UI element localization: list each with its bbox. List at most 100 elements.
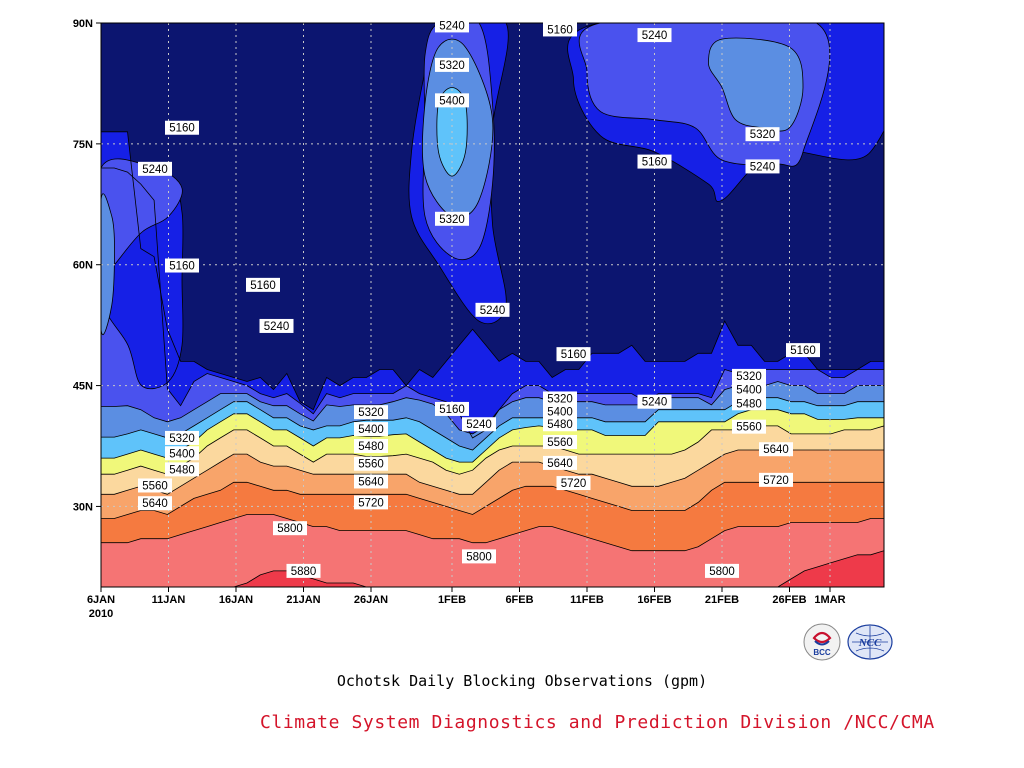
contour-label: 5240: [435, 18, 469, 33]
contour-label-bg: [435, 18, 469, 33]
contour-label-text: 5640: [547, 458, 573, 470]
contour-label: 5160: [556, 347, 591, 362]
contour-label-text: 5320: [358, 407, 384, 419]
y-tick-label: 75N: [73, 139, 93, 151]
contour-label-bg: [786, 343, 820, 358]
contour-label-text: 5800: [277, 523, 303, 535]
contour-label: 5480: [165, 462, 199, 477]
x-tick-label: 26FEB: [772, 594, 806, 606]
contour-label: 5480: [354, 439, 388, 453]
contour-label-bg: [732, 382, 766, 397]
contour-label: 5240: [745, 159, 780, 174]
contour-label-text: 5560: [736, 422, 762, 434]
band-fill-5880: [101, 550, 884, 587]
contour-label-text: 5560: [547, 437, 573, 449]
contour-label-bg: [556, 476, 591, 491]
contour-line-5640: [101, 449, 884, 495]
contour-line-5720: [101, 481, 884, 519]
contour-label-text: 5320: [736, 371, 762, 383]
contour-label-bg: [637, 394, 672, 409]
contour-label-bg: [273, 521, 307, 536]
bcc-logo-text: BCC: [813, 648, 831, 657]
contour-label-text: 5640: [142, 498, 168, 510]
contour-label: 5640: [138, 496, 172, 511]
x-tick-label: 16JAN: [219, 594, 253, 606]
contour-label: 5560: [354, 456, 388, 471]
contour-label: 5400: [165, 446, 199, 461]
contour-label-bg: [745, 127, 780, 142]
contour-line-5800: [101, 514, 884, 552]
contour-line-5160: [101, 131, 884, 411]
plot-frame: [100, 22, 885, 588]
contour-label-text: 5160: [547, 24, 573, 36]
contour-label: 5720: [354, 495, 388, 510]
contour-label-text: 5720: [561, 478, 587, 490]
contour-label-bg: [462, 417, 496, 432]
contour-label-bg: [138, 496, 172, 511]
contour-label-text: 5800: [709, 566, 735, 578]
contour-label: 5640: [354, 474, 388, 489]
contour-label-bg: [165, 430, 199, 445]
contour-label-bg: [435, 93, 469, 108]
contour-label: 5160: [543, 22, 577, 37]
contour-label-bg: [354, 439, 388, 453]
contour-label-text: 5320: [439, 60, 465, 72]
contour-label-text: 5640: [358, 476, 384, 488]
contour-label-bg: [435, 211, 469, 226]
contour-label: 5400: [354, 422, 388, 437]
contour-label-bg: [435, 401, 469, 416]
contour-label-text: 5480: [547, 419, 573, 431]
contour-label-text: 5320: [439, 214, 465, 226]
contour-label: 5400: [543, 404, 577, 419]
contour-label-text: 5480: [169, 464, 195, 476]
contour-label-text: 5160: [561, 349, 587, 361]
x-tick-label: 1FEB: [438, 594, 466, 606]
x-tick-label: 11JAN: [152, 594, 186, 606]
contour-label-text: 5720: [763, 475, 789, 487]
contour-labels: 5240 5160 5240 5320 5400 5160 5320 5160 5240 5240…: [138, 18, 820, 578]
contour-label: 5160: [637, 154, 672, 169]
x-tick-label: 1MAR: [814, 594, 845, 606]
contour-label: 5240: [259, 318, 294, 333]
contour-label-bg: [759, 472, 793, 487]
contour-label: 5320: [435, 211, 469, 226]
contour-label-text: 5240: [750, 161, 776, 173]
x-tick-label: 26JAN: [354, 594, 388, 606]
contour-label-bg: [138, 161, 172, 176]
contour-label: 5480: [543, 417, 577, 432]
contour-label: 5320: [745, 127, 780, 142]
contour-label-bg: [745, 159, 780, 174]
contour-label-bg: [637, 154, 672, 169]
contour-label-text: 5160: [439, 404, 465, 416]
contour-label: 5800: [462, 549, 496, 564]
contour-label: 5320: [435, 57, 469, 72]
contour-label: 5800: [705, 563, 739, 578]
contour-label: 5560: [543, 434, 577, 449]
x-tick-label: 6FEB: [505, 594, 533, 606]
contour-label-text: 5560: [142, 480, 168, 492]
contour-label-bg: [165, 120, 199, 135]
contour-label: 5240: [637, 28, 672, 43]
contour-label-bg: [543, 417, 577, 432]
x-tick-label: 21JAN: [286, 594, 320, 606]
contour-label-bg: [759, 442, 793, 457]
x-year-label: 2010: [89, 608, 113, 620]
contour-label-bg: [475, 302, 510, 317]
contour-label-bg: [543, 455, 577, 470]
contour-label-bg: [165, 462, 199, 477]
bcc-logo: BCC: [803, 623, 841, 661]
contour-label-text: 5160: [169, 261, 195, 273]
contour-label-text: 5320: [169, 433, 195, 445]
contour-label-bg: [462, 549, 496, 564]
contour-label: 5240: [637, 394, 672, 409]
contour-label: 5320: [732, 368, 766, 383]
contour-label-bg: [732, 419, 766, 434]
contour-label-bg: [354, 495, 388, 510]
contour-label-text: 5400: [169, 448, 195, 460]
contour-label: 5560: [732, 419, 766, 434]
contour-label: 5480: [732, 396, 766, 411]
contour-label-bg: [354, 422, 388, 437]
contour-label-bg: [556, 347, 591, 362]
contour-label: 5880: [286, 563, 321, 578]
